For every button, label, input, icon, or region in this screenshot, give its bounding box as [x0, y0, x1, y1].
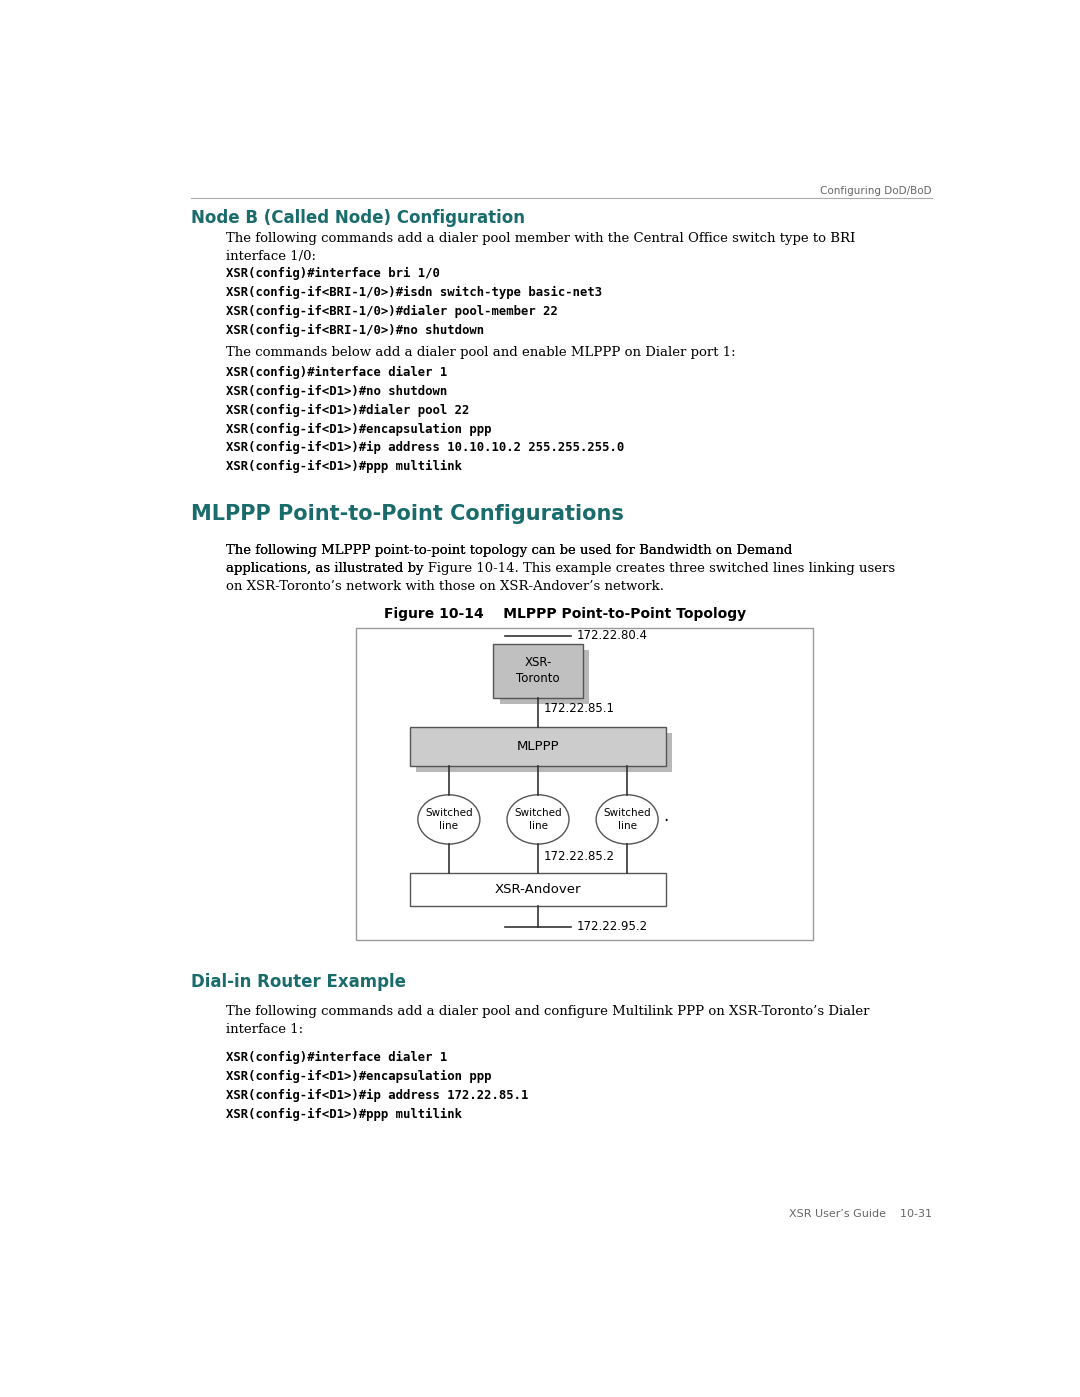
Text: XSR(config-if<D1>)#ppp multilink: XSR(config-if<D1>)#ppp multilink	[227, 1108, 462, 1120]
Text: Configuring DoD/BoD: Configuring DoD/BoD	[820, 186, 932, 196]
Text: XSR(config-if<BRI-1/0>)#isdn switch-type basic-net3: XSR(config-if<BRI-1/0>)#isdn switch-type…	[227, 286, 603, 299]
Text: The following commands add a dialer pool and configure Multilink PPP on XSR-Toro: The following commands add a dialer pool…	[227, 1004, 870, 1037]
Text: XSR(config-if<D1>)#ppp multilink: XSR(config-if<D1>)#ppp multilink	[227, 460, 462, 474]
Bar	[416, 733, 672, 771]
Text: Switched
line: Switched line	[426, 809, 473, 831]
Text: XSR(config-if<D1>)#encapsulation ppp: XSR(config-if<D1>)#encapsulation ppp	[227, 422, 492, 436]
Text: 172.22.85.2: 172.22.85.2	[543, 849, 615, 863]
Text: Dial-in Router Example: Dial-in Router Example	[191, 972, 406, 990]
Text: The commands below add a dialer pool and enable MLPPP on Dialer port 1:: The commands below add a dialer pool and…	[227, 345, 737, 359]
Text: Figure 10-14    MLPPP Point-to-Point Topology: Figure 10-14 MLPPP Point-to-Point Topolo…	[384, 606, 746, 620]
Text: 172.22.95.2: 172.22.95.2	[577, 921, 648, 933]
Text: The following MLPPP point-to-point topology can be used for Bandwidth on Demand
: The following MLPPP point-to-point topol…	[227, 543, 793, 574]
Text: Switched
line: Switched line	[604, 809, 651, 831]
Text: XSR(config-if<D1>)#dialer pool 22: XSR(config-if<D1>)#dialer pool 22	[227, 404, 470, 416]
Text: XSR(config-if<D1>)#ip address 10.10.10.2 255.255.255.0: XSR(config-if<D1>)#ip address 10.10.10.2…	[227, 441, 624, 454]
Text: XSR(config-if<BRI-1/0>)#no shutdown: XSR(config-if<BRI-1/0>)#no shutdown	[227, 324, 485, 337]
Text: XSR User’s Guide    10-31: XSR User’s Guide 10-31	[788, 1208, 932, 1218]
Text: XSR-
Toronto: XSR- Toronto	[516, 657, 559, 686]
Bar	[500, 650, 589, 704]
Bar	[494, 644, 582, 697]
Text: XSR(config-if<BRI-1/0>)#dialer pool-member 22: XSR(config-if<BRI-1/0>)#dialer pool-memb…	[227, 305, 558, 317]
Text: XSR(config)#interface bri 1/0: XSR(config)#interface bri 1/0	[227, 267, 441, 279]
Text: XSR(config-if<D1>)#no shutdown: XSR(config-if<D1>)#no shutdown	[227, 384, 448, 398]
Text: Node B (Called Node) Configuration: Node B (Called Node) Configuration	[191, 210, 525, 228]
Text: XSR(config-if<D1>)#encapsulation ppp: XSR(config-if<D1>)#encapsulation ppp	[227, 1070, 492, 1083]
Text: MLPPP Point-to-Point Configurations: MLPPP Point-to-Point Configurations	[191, 504, 623, 524]
Bar	[410, 726, 666, 766]
Bar	[410, 873, 666, 905]
Text: .: .	[663, 806, 669, 824]
Text: The following commands add a dialer pool member with the Central Office switch t: The following commands add a dialer pool…	[227, 232, 855, 263]
Ellipse shape	[596, 795, 658, 844]
Text: The following MLPPP point-to-point topology can be used for Bandwidth on Demand
: The following MLPPP point-to-point topol…	[227, 543, 895, 592]
Text: XSR(config)#interface dialer 1: XSR(config)#interface dialer 1	[227, 366, 448, 379]
Text: 172.22.80.4: 172.22.80.4	[577, 629, 648, 641]
Text: 172.22.85.1: 172.22.85.1	[543, 703, 615, 715]
Ellipse shape	[507, 795, 569, 844]
Text: XSR(config-if<D1>)#ip address 172.22.85.1: XSR(config-if<D1>)#ip address 172.22.85.…	[227, 1088, 529, 1102]
Text: Switched
line: Switched line	[514, 809, 562, 831]
Text: XSR-Andover: XSR-Andover	[495, 883, 581, 895]
Ellipse shape	[418, 795, 480, 844]
Text: The following MLPPP point-to-point topology can be used for Bandwidth on Demand
: The following MLPPP point-to-point topol…	[227, 543, 793, 574]
Text: MLPPP: MLPPP	[516, 740, 559, 753]
Bar	[356, 629, 813, 940]
Text: XSR(config)#interface dialer 1: XSR(config)#interface dialer 1	[227, 1051, 448, 1065]
